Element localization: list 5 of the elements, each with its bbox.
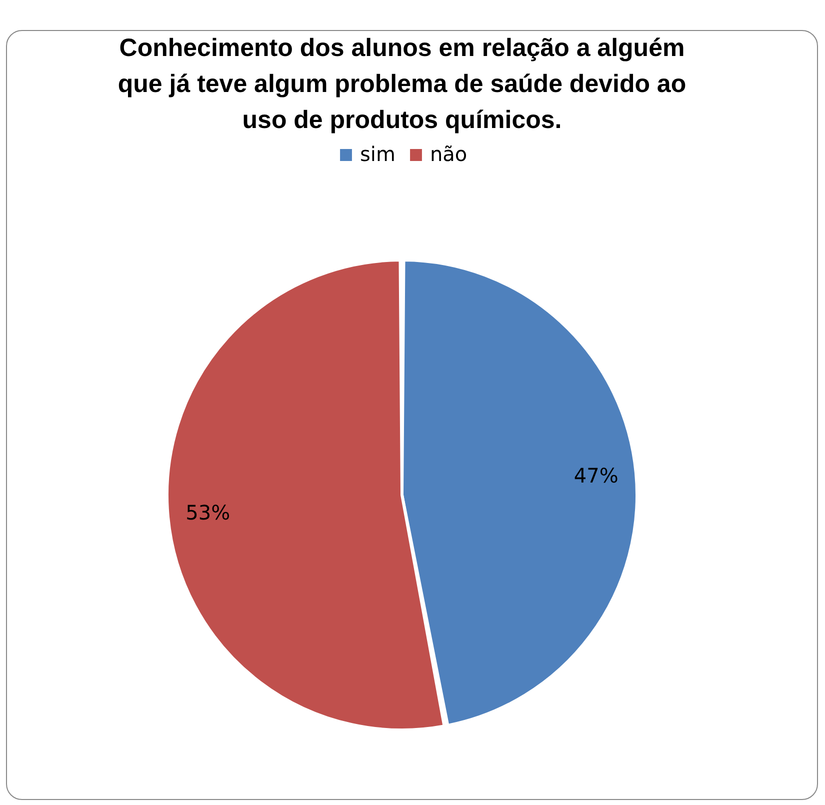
- data-label: 47%: [574, 464, 618, 488]
- chart-title: Conhecimento dos alunos em relação a alguém que já teve algum problema de saúde devido ao uso de produtos químicos.: [118, 34, 686, 134]
- legend-label: sim: [360, 142, 396, 166]
- legend-label: não: [430, 142, 468, 166]
- data-label: 53%: [186, 500, 230, 524]
